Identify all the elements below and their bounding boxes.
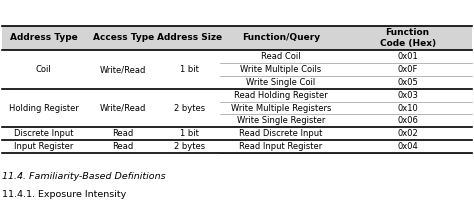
Text: Write Single Register: Write Single Register — [237, 116, 325, 125]
Text: 0x01: 0x01 — [397, 52, 418, 61]
Text: 0x04: 0x04 — [397, 142, 418, 151]
Text: Access Type: Access Type — [92, 33, 154, 43]
Bar — [2, 26, 472, 50]
Text: Read Discrete Input: Read Discrete Input — [239, 129, 322, 138]
Text: Write/Read: Write/Read — [100, 104, 146, 113]
Text: Function/Query: Function/Query — [242, 33, 320, 43]
Text: 11.4. Familiarity-Based Definitions: 11.4. Familiarity-Based Definitions — [2, 172, 166, 181]
Text: 0x05: 0x05 — [397, 78, 418, 87]
Text: Read Holding Register: Read Holding Register — [234, 91, 328, 100]
Text: Write Single Coil: Write Single Coil — [246, 78, 316, 87]
Text: Read: Read — [113, 129, 134, 138]
Text: 0x02: 0x02 — [397, 129, 418, 138]
Text: Read Input Register: Read Input Register — [239, 142, 322, 151]
Text: Holding Register: Holding Register — [9, 104, 79, 113]
Text: 0x06: 0x06 — [397, 116, 418, 125]
Text: 0x0F: 0x0F — [398, 65, 418, 74]
Text: 0x03: 0x03 — [397, 91, 418, 100]
Text: 2 bytes: 2 bytes — [174, 104, 205, 113]
Text: Coil: Coil — [36, 65, 52, 74]
Text: Input Register: Input Register — [14, 142, 73, 151]
Text: 1 bit: 1 bit — [180, 65, 199, 74]
Text: Write Multiple Coils: Write Multiple Coils — [240, 65, 321, 74]
Text: 11.4.1. Exposure Intensity: 11.4.1. Exposure Intensity — [2, 190, 127, 199]
Text: Write/Read: Write/Read — [100, 65, 146, 74]
Text: Address Size: Address Size — [157, 33, 222, 43]
Text: Read: Read — [113, 142, 134, 151]
Text: Address Type: Address Type — [10, 33, 78, 43]
Text: Discrete Input: Discrete Input — [14, 129, 73, 138]
Text: 2 bytes: 2 bytes — [174, 142, 205, 151]
Text: Function
Code (Hex): Function Code (Hex) — [380, 28, 436, 48]
Text: 0x10: 0x10 — [397, 104, 418, 113]
Text: Write Multiple Registers: Write Multiple Registers — [231, 104, 331, 113]
Text: Read Coil: Read Coil — [261, 52, 301, 61]
Text: 1 bit: 1 bit — [180, 129, 199, 138]
